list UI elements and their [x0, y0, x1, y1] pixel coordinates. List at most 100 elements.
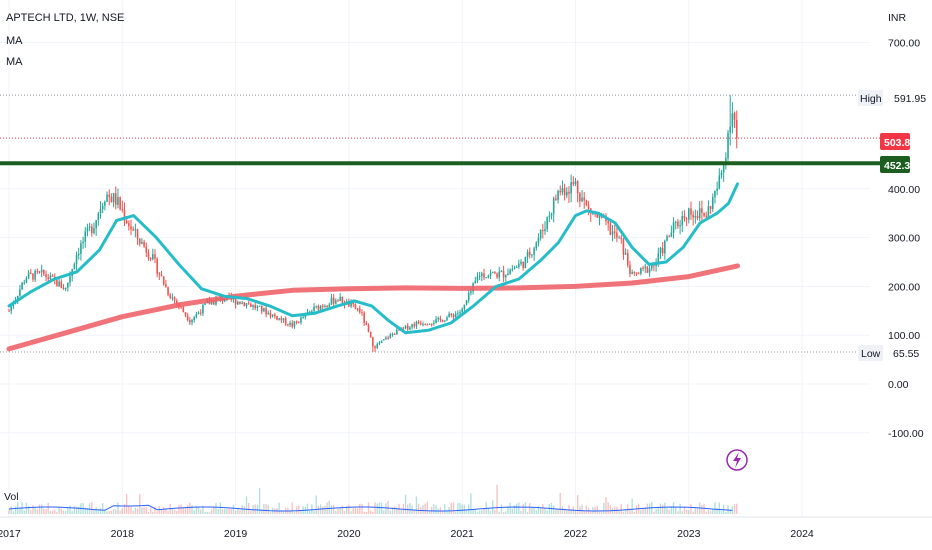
volume-bar [64, 510, 67, 514]
candle-body [152, 254, 154, 260]
volume-bar [121, 508, 123, 514]
candle-body [202, 304, 204, 314]
candle-body [369, 331, 372, 338]
volume-bar [574, 510, 577, 514]
volume-bar [125, 493, 128, 514]
volume-bar [544, 508, 546, 514]
candle-body [607, 221, 609, 224]
candle-body [387, 337, 389, 339]
volume-bar [202, 505, 204, 514]
candle-body [618, 237, 620, 239]
volume-bar [34, 507, 36, 514]
volume-bar [492, 500, 494, 514]
candle-body [707, 206, 710, 218]
volume-bar [733, 503, 736, 514]
candle-body [504, 275, 507, 278]
volume-bar [167, 510, 169, 514]
volume-bar [483, 508, 485, 514]
indicator-ma-slow[interactable]: MA [6, 56, 23, 68]
candle-body [335, 300, 337, 304]
volume-bar [112, 509, 115, 514]
grid-lines [0, 0, 870, 517]
volume-bar [465, 510, 468, 514]
candle-body [404, 325, 407, 328]
volume-bar [154, 506, 156, 514]
volume-bar [269, 511, 272, 514]
candle-body [677, 221, 679, 227]
candle-body [313, 306, 315, 312]
candle-body [565, 191, 568, 196]
candle-body [25, 278, 28, 283]
volume-bar [718, 502, 721, 514]
candle-body [243, 302, 246, 307]
volume-bar [165, 508, 167, 514]
candle-body [550, 213, 553, 216]
candle-body [32, 273, 34, 280]
moving-average-slow [6, 263, 740, 352]
x-tick-label: 2022 [564, 528, 588, 540]
candle-body [579, 193, 581, 202]
candle-body [195, 313, 198, 318]
volume-bar [548, 503, 551, 514]
volume-bar [213, 506, 215, 514]
candle-body [659, 247, 662, 254]
candle-body [709, 206, 712, 209]
volume-bar [505, 511, 507, 514]
candle-body [189, 320, 191, 323]
volume-bar [428, 510, 431, 514]
candle-body [511, 269, 514, 271]
candle-body [694, 215, 697, 218]
candle-body [84, 231, 87, 242]
volume-bar [230, 509, 232, 514]
candle-body [507, 273, 509, 276]
volume-bar [472, 509, 474, 514]
candle-body [522, 261, 525, 269]
volume-bar [605, 497, 607, 514]
candle-body [60, 281, 63, 288]
x-tick-label: 2021 [451, 528, 475, 540]
candle-body [204, 303, 206, 305]
low-label-bg [858, 345, 883, 361]
volume-bar [435, 505, 437, 514]
price-axis[interactable]: 700.00 400.00 300.00 200.00 100.00 0.00 -100.0… [888, 37, 924, 439]
symbol-title[interactable]: APTECH LTD, 1W, NSE [6, 12, 125, 24]
volume-bar [618, 510, 620, 514]
volume-bar [620, 504, 622, 514]
candle-body [297, 321, 300, 323]
candle-body [86, 227, 89, 232]
candle-body [38, 271, 41, 273]
resistance-price-value: 452.30 [884, 160, 916, 172]
candle-body [409, 327, 411, 330]
candle-body [363, 312, 365, 323]
lightning-icon[interactable] [726, 449, 748, 471]
volume-bar [149, 507, 152, 514]
volume-bar [542, 503, 544, 514]
candle-body [256, 306, 259, 309]
time-axis[interactable]: 2017 2018 2019 2020 2021 2022 2023 2024 [0, 528, 814, 540]
volume-bar [374, 502, 376, 514]
volume-ma-line [8, 504, 733, 512]
volume-bar [228, 508, 230, 514]
volume-bar [727, 504, 729, 514]
candle-body [380, 340, 383, 344]
candle-body [620, 237, 623, 240]
y-tick-label: 700.00 [888, 37, 920, 49]
candle-body [666, 236, 668, 241]
candle-body [430, 323, 433, 325]
high-value: 591.95 [894, 93, 926, 105]
candle-body [293, 321, 296, 327]
candle-body [690, 208, 692, 215]
volume-bar [677, 511, 679, 514]
volume-bar [224, 508, 226, 514]
candle-body [624, 253, 627, 255]
indicator-ma-fast[interactable]: MA [6, 35, 23, 47]
volume-bar [365, 511, 368, 514]
volume-bar [537, 505, 540, 514]
volume-bar [694, 508, 697, 514]
candle-body [82, 241, 84, 244]
candle-body [622, 239, 625, 255]
volume-bar [49, 510, 52, 514]
candle-body [67, 282, 69, 288]
volume-bar [101, 503, 104, 514]
